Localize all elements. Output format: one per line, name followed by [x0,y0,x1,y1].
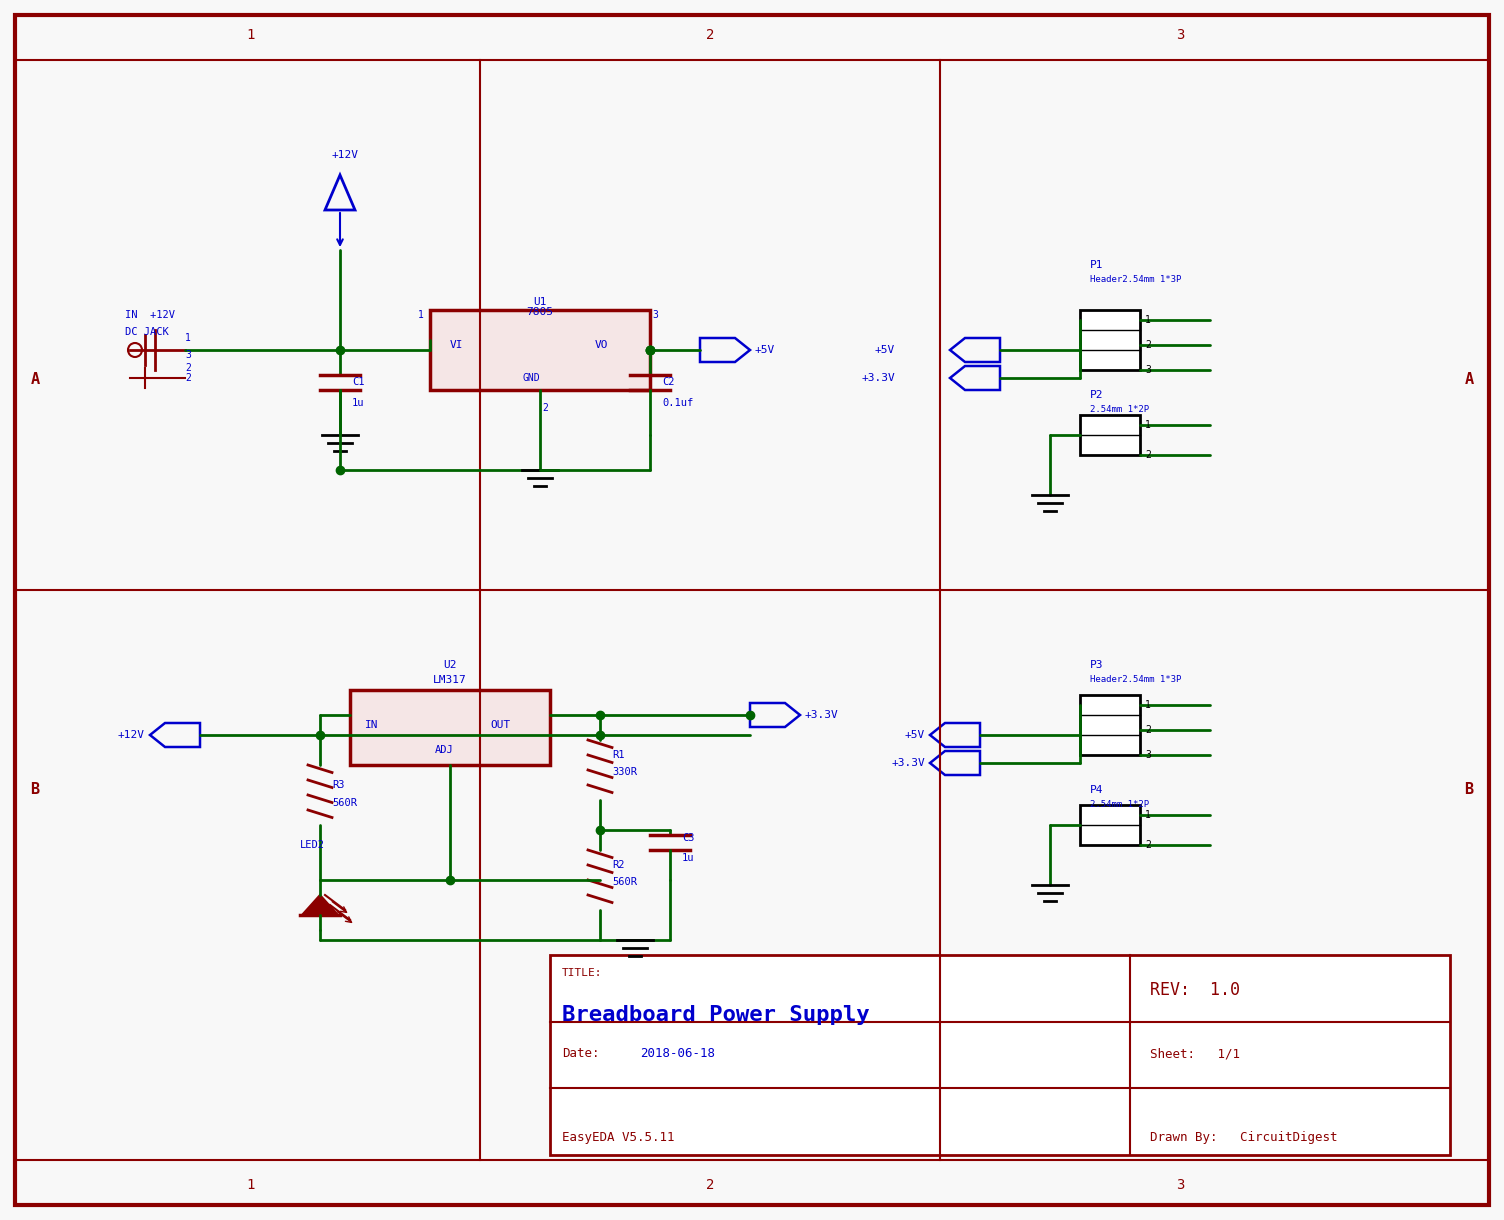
Text: +3.3V: +3.3V [862,373,895,383]
Text: REV:  1.0: REV: 1.0 [1151,981,1239,999]
Text: 1: 1 [1145,315,1151,325]
Text: P2: P2 [1090,390,1104,400]
Bar [1080,415,1140,455]
Text: 2: 2 [705,28,714,41]
Text: 2: 2 [1145,450,1151,460]
Text: A: A [30,372,39,388]
Text: 1: 1 [418,310,424,320]
Text: +5V: +5V [755,345,775,355]
Text: 560R: 560R [332,798,356,808]
Text: 2: 2 [1145,841,1151,850]
Text: Header2.54mm 1*3P: Header2.54mm 1*3P [1090,276,1181,284]
Text: 2.54mm 1*2P: 2.54mm 1*2P [1090,405,1149,415]
Bar [430,310,650,390]
Text: U2: U2 [444,660,457,670]
Text: P3: P3 [1090,660,1104,670]
Text: 1: 1 [1145,810,1151,820]
Text: P1: P1 [1090,260,1104,270]
Text: C1: C1 [352,377,364,387]
Text: +12V: +12V [331,150,358,160]
Text: +5V: +5V [875,345,895,355]
Text: ADJ: ADJ [435,745,454,755]
Text: TITLE:: TITLE: [562,967,603,978]
Text: IN  +12V: IN +12V [125,310,174,320]
Text: 1: 1 [245,28,254,41]
Text: 3: 3 [653,310,657,320]
Text: R1: R1 [612,750,624,760]
Polygon shape [302,895,338,915]
Text: Sheet:   1/1: Sheet: 1/1 [1151,1047,1239,1060]
Text: LED2: LED2 [299,841,325,850]
Text: 3: 3 [1176,28,1184,41]
Text: Date:: Date: [562,1047,600,1060]
Text: 2: 2 [541,403,547,414]
Text: R3: R3 [332,780,344,791]
Text: 3: 3 [1145,365,1151,375]
Text: 1: 1 [245,1179,254,1192]
Text: +3.3V: +3.3V [892,758,925,769]
Text: B: B [1465,782,1474,798]
Bar [1080,695,1140,755]
Text: +12V: +12V [117,730,144,741]
Text: Header2.54mm 1*3P: Header2.54mm 1*3P [1090,676,1181,684]
Text: 2: 2 [185,364,191,373]
Text: 0.1uf: 0.1uf [662,398,693,407]
Text: 1: 1 [185,333,191,343]
Bar [1080,310,1140,370]
Text: IN: IN [365,720,379,730]
Text: P4: P4 [1090,784,1104,795]
Text: GND: GND [522,373,540,383]
Text: R2: R2 [612,860,624,870]
Bar [350,691,550,765]
Text: 3: 3 [1176,1179,1184,1192]
Text: C3: C3 [681,833,695,843]
Text: 2: 2 [185,373,191,383]
Text: 2: 2 [705,1179,714,1192]
Text: 2018-06-18: 2018-06-18 [641,1047,714,1060]
Text: 1u: 1u [681,853,695,863]
Text: 2.54mm 1*2P: 2.54mm 1*2P [1090,800,1149,810]
Text: VI: VI [450,340,463,350]
Text: 1: 1 [1145,420,1151,429]
Text: +5V: +5V [905,730,925,741]
Text: 560R: 560R [612,877,638,887]
Text: 330R: 330R [612,767,638,777]
Text: VO: VO [596,340,609,350]
Text: 3: 3 [185,350,191,360]
Text: Breadboard Power Supply: Breadboard Power Supply [562,1005,869,1025]
Text: EasyEDA V5.5.11: EasyEDA V5.5.11 [562,1131,674,1143]
Text: Drawn By:   CircuitDigest: Drawn By: CircuitDigest [1151,1131,1337,1143]
Text: C2: C2 [662,377,674,387]
Text: +3.3V: +3.3V [805,710,839,720]
Text: A: A [1465,372,1474,388]
Text: 1: 1 [1145,700,1151,710]
Bar [550,955,1450,1155]
Text: B: B [30,782,39,798]
Text: 7805: 7805 [526,307,553,317]
Text: DC JACK: DC JACK [125,327,168,337]
Text: OUT: OUT [490,720,510,730]
Text: 2: 2 [1145,725,1151,734]
Bar [1080,805,1140,845]
Text: LM317: LM317 [433,675,466,684]
Text: 1u: 1u [352,398,364,407]
Text: 2: 2 [1145,340,1151,350]
Text: U1: U1 [534,296,547,307]
Text: 3: 3 [1145,750,1151,760]
